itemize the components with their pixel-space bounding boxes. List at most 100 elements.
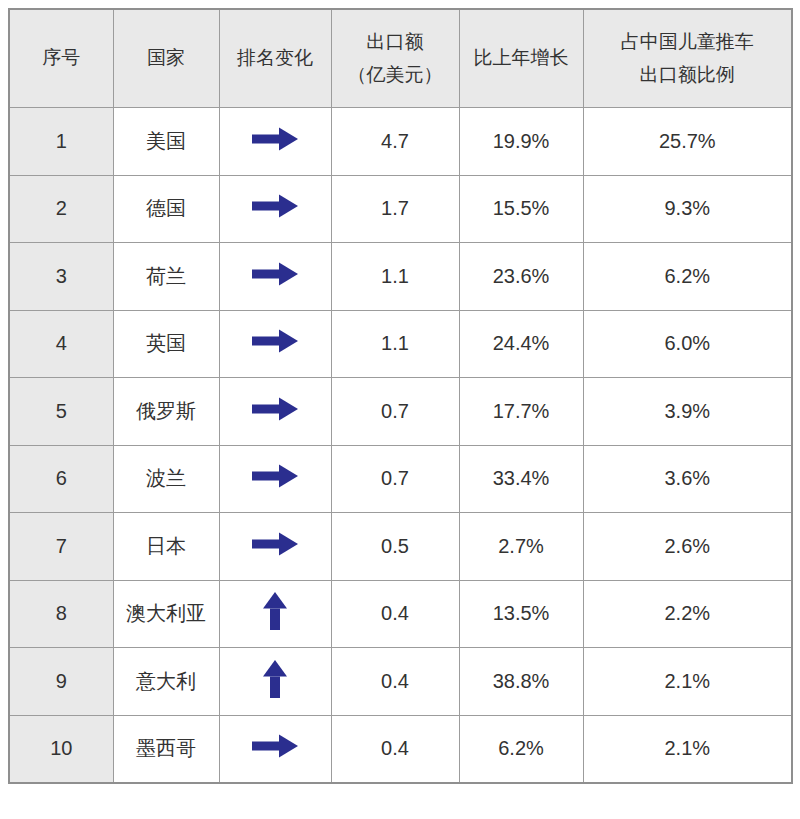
country-cell: 美国 xyxy=(113,108,219,176)
rank-same-indicator xyxy=(252,532,298,556)
rank-cell: 6 xyxy=(9,445,113,513)
rank-change-cell xyxy=(219,648,331,716)
rank-same-indicator xyxy=(252,464,298,488)
export-value-cell: 0.7 xyxy=(331,378,459,446)
rank-up-indicator xyxy=(263,592,287,630)
rank-change-cell xyxy=(219,513,331,581)
header-row: 序号 国家 排名变化 出口额 （亿美元） 比上年增长 占中国儿童推车 出口额比例 xyxy=(9,9,792,108)
rank-same-indicator xyxy=(252,194,298,218)
table-row: 10墨西哥 0.46.2%2.1% xyxy=(9,715,792,783)
rank-same-indicator xyxy=(252,262,298,286)
rank-same-indicator xyxy=(252,127,298,151)
header-growth: 比上年增长 xyxy=(459,9,583,108)
rank-same-indicator xyxy=(252,329,298,353)
export-value-cell: 0.4 xyxy=(331,715,459,783)
header-rank: 序号 xyxy=(9,9,113,108)
share-cell: 6.2% xyxy=(583,243,792,311)
rank-change-cell xyxy=(219,445,331,513)
table-body: 1美国 4.719.9%25.7% 2德国 1.715.5%9.3% 3荷兰 1.123.… xyxy=(9,108,792,784)
rank-cell: 2 xyxy=(9,175,113,243)
share-cell: 2.2% xyxy=(583,580,792,648)
growth-cell: 6.2% xyxy=(459,715,583,783)
growth-cell: 38.8% xyxy=(459,648,583,716)
country-cell: 波兰 xyxy=(113,445,219,513)
country-cell: 俄罗斯 xyxy=(113,378,219,446)
table-header: 序号 国家 排名变化 出口额 （亿美元） 比上年增长 占中国儿童推车 出口额比例 xyxy=(9,9,792,108)
table-row: 9意大利 0.438.8%2.1% xyxy=(9,648,792,716)
header-share: 占中国儿童推车 出口额比例 xyxy=(583,9,792,108)
rank-change-cell xyxy=(219,310,331,378)
share-cell: 25.7% xyxy=(583,108,792,176)
right-arrow-icon xyxy=(252,329,298,353)
export-value-cell: 0.7 xyxy=(331,445,459,513)
share-cell: 3.6% xyxy=(583,445,792,513)
export-value-cell: 0.5 xyxy=(331,513,459,581)
table-row: 4英国 1.124.4%6.0% xyxy=(9,310,792,378)
rank-same-indicator xyxy=(252,734,298,758)
growth-cell: 23.6% xyxy=(459,243,583,311)
country-cell: 荷兰 xyxy=(113,243,219,311)
rank-cell: 10 xyxy=(9,715,113,783)
country-cell: 澳大利亚 xyxy=(113,580,219,648)
export-value-cell: 4.7 xyxy=(331,108,459,176)
table-row: 8澳大利亚 0.413.5%2.2% xyxy=(9,580,792,648)
table-row: 5俄罗斯 0.717.7%3.9% xyxy=(9,378,792,446)
growth-cell: 15.5% xyxy=(459,175,583,243)
table-row: 1美国 4.719.9%25.7% xyxy=(9,108,792,176)
country-cell: 日本 xyxy=(113,513,219,581)
rank-change-cell xyxy=(219,580,331,648)
rank-cell: 9 xyxy=(9,648,113,716)
rank-cell: 4 xyxy=(9,310,113,378)
table-row: 3荷兰 1.123.6%6.2% xyxy=(9,243,792,311)
export-value-cell: 1.1 xyxy=(331,310,459,378)
country-cell: 墨西哥 xyxy=(113,715,219,783)
country-cell: 意大利 xyxy=(113,648,219,716)
right-arrow-icon xyxy=(252,127,298,151)
country-cell: 德国 xyxy=(113,175,219,243)
right-arrow-icon xyxy=(252,734,298,758)
up-arrow-icon xyxy=(263,592,287,630)
share-cell: 9.3% xyxy=(583,175,792,243)
rank-cell: 8 xyxy=(9,580,113,648)
right-arrow-icon xyxy=(252,397,298,421)
header-rank-change: 排名变化 xyxy=(219,9,331,108)
share-cell: 6.0% xyxy=(583,310,792,378)
country-cell: 英国 xyxy=(113,310,219,378)
growth-cell: 2.7% xyxy=(459,513,583,581)
right-arrow-icon xyxy=(252,532,298,556)
growth-cell: 17.7% xyxy=(459,378,583,446)
table-row: 6波兰 0.733.4%3.6% xyxy=(9,445,792,513)
growth-cell: 24.4% xyxy=(459,310,583,378)
rank-cell: 5 xyxy=(9,378,113,446)
growth-cell: 19.9% xyxy=(459,108,583,176)
rank-change-cell xyxy=(219,108,331,176)
rank-cell: 1 xyxy=(9,108,113,176)
growth-cell: 33.4% xyxy=(459,445,583,513)
export-value-cell: 1.7 xyxy=(331,175,459,243)
rank-cell: 7 xyxy=(9,513,113,581)
export-value-cell: 0.4 xyxy=(331,580,459,648)
right-arrow-icon xyxy=(252,262,298,286)
export-value-cell: 1.1 xyxy=(331,243,459,311)
table-page: 序号 国家 排名变化 出口额 （亿美元） 比上年增长 占中国儿童推车 出口额比例… xyxy=(0,0,800,819)
table-row: 7日本0.52.7%2.6% xyxy=(9,513,792,581)
share-cell: 2.1% xyxy=(583,715,792,783)
rank-change-cell xyxy=(219,715,331,783)
rank-change-cell xyxy=(219,175,331,243)
header-export-value: 出口额 （亿美元） xyxy=(331,9,459,108)
rank-same-indicator xyxy=(252,397,298,421)
right-arrow-icon xyxy=(252,464,298,488)
header-country: 国家 xyxy=(113,9,219,108)
export-value-cell: 0.4 xyxy=(331,648,459,716)
rank-change-cell xyxy=(219,243,331,311)
table-row: 2德国 1.715.5%9.3% xyxy=(9,175,792,243)
rank-change-cell xyxy=(219,378,331,446)
share-cell: 3.9% xyxy=(583,378,792,446)
growth-cell: 13.5% xyxy=(459,580,583,648)
export-ranking-table: 序号 国家 排名变化 出口额 （亿美元） 比上年增长 占中国儿童推车 出口额比例… xyxy=(8,8,793,784)
right-arrow-icon xyxy=(252,194,298,218)
up-arrow-icon xyxy=(263,660,287,698)
share-cell: 2.1% xyxy=(583,648,792,716)
rank-cell: 3 xyxy=(9,243,113,311)
rank-up-indicator xyxy=(263,660,287,698)
